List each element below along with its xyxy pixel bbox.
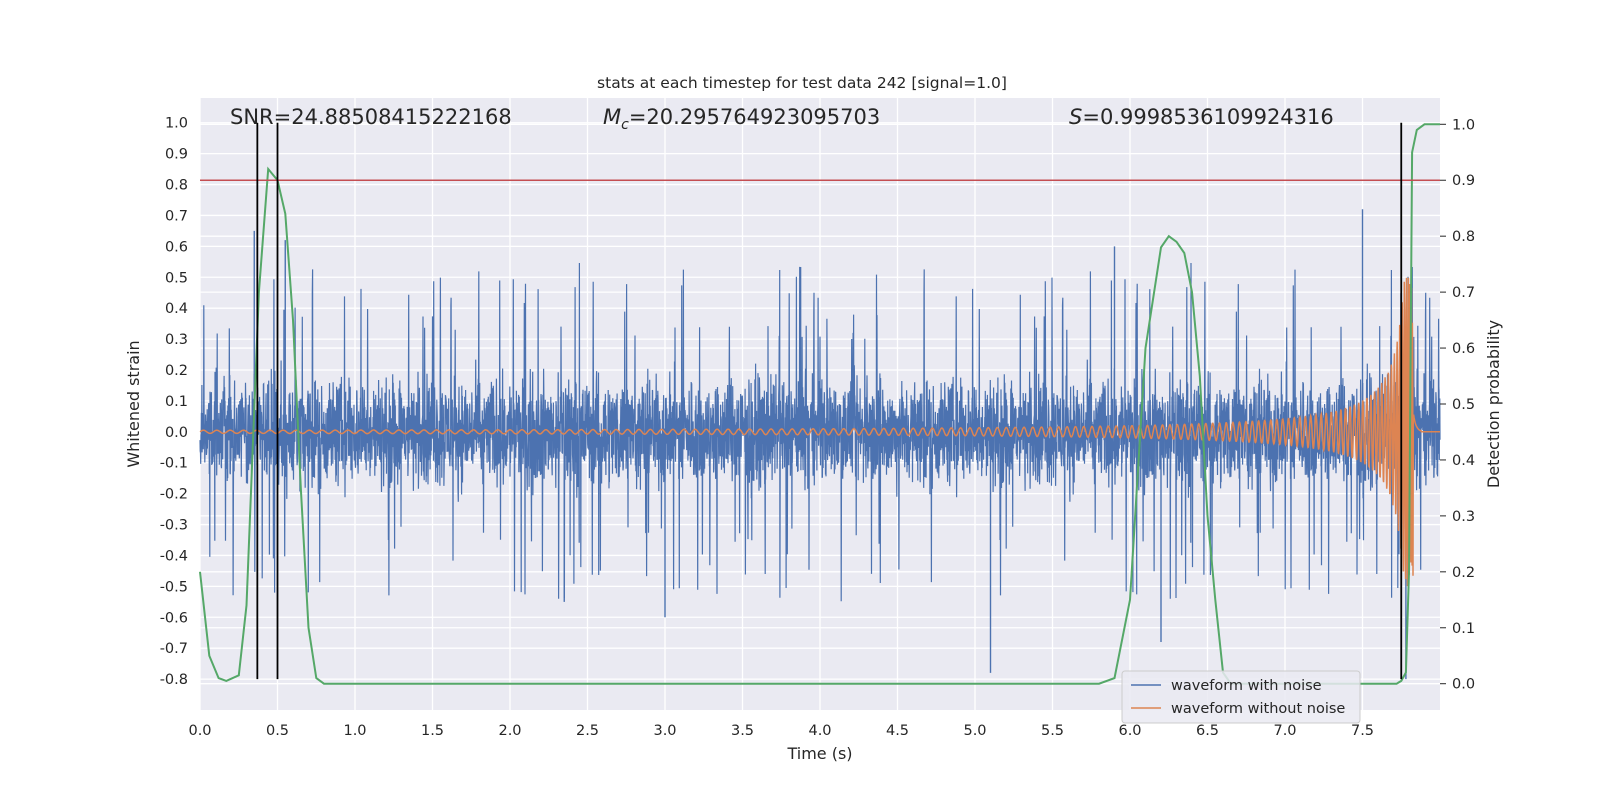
y-tick-label: 0.8 bbox=[165, 178, 188, 194]
legend-label-noise: waveform with noise bbox=[1171, 678, 1322, 694]
mc-value: =20.295764923095703 bbox=[629, 105, 880, 129]
x-tick-label: 2.5 bbox=[576, 723, 599, 739]
y-tick-label: -0.2 bbox=[160, 487, 188, 503]
x-tick-label: 6.0 bbox=[1118, 723, 1141, 739]
x-tick-label: 0.5 bbox=[266, 723, 289, 739]
legend-box bbox=[1121, 670, 1361, 724]
x-tick-label: 2.0 bbox=[498, 723, 521, 739]
legend-label-clean: waveform without noise bbox=[1171, 701, 1345, 717]
y2-tick-label: 0.3 bbox=[1452, 509, 1475, 525]
series-waveform-without-noise bbox=[199, 277, 1440, 587]
y-tick-label: -0.7 bbox=[160, 641, 188, 657]
y2-tick-label: 0.8 bbox=[1452, 229, 1475, 245]
chart-title: stats at each timestep for test data 242… bbox=[597, 74, 1007, 92]
y-tick-label: -0.8 bbox=[160, 672, 188, 688]
y2-axis-ticks: 1.0 0.9 0.8 0.7 0.6 0.5 0.4 0.3 0.2 0.1 0.0 bbox=[1440, 117, 1475, 693]
y2-tick-label: 0.1 bbox=[1452, 621, 1475, 637]
x-tick-label: 1.0 bbox=[343, 723, 366, 739]
x-tick-label: 7.0 bbox=[1273, 723, 1296, 739]
x-tick-label: 4.0 bbox=[808, 723, 831, 739]
y-tick-label: 1.0 bbox=[165, 116, 188, 132]
y-tick-label: 0.0 bbox=[165, 425, 188, 441]
s-value: =0.9998536109924316 bbox=[1082, 105, 1333, 129]
clean-line bbox=[199, 277, 1440, 587]
event-lines bbox=[256, 122, 1403, 680]
series-detection-probability bbox=[199, 123, 1440, 685]
mc-annotation: Mc=20.295764923095703 bbox=[603, 105, 880, 133]
mc-symbol: M bbox=[603, 105, 621, 129]
y2-tick-label: 0.9 bbox=[1452, 173, 1475, 189]
mc-subscript: c bbox=[621, 117, 629, 133]
y-axis-ticks: 1.0 0.9 0.8 0.7 0.6 0.5 0.4 0.3 0.2 0.1 0.0 -0.1 -0.… bbox=[160, 116, 188, 688]
y-tick-label: -0.6 bbox=[160, 610, 188, 626]
y2-tick-label: 0.7 bbox=[1452, 285, 1475, 301]
x-tick-label: 3.5 bbox=[731, 723, 754, 739]
y-tick-label: 0.9 bbox=[165, 147, 188, 163]
y2-tick-label: 1.0 bbox=[1452, 117, 1475, 133]
s-annotation: S=0.9998536109924316 bbox=[1069, 105, 1334, 129]
y2-tick-label: 0.2 bbox=[1452, 565, 1475, 581]
x-tick-label: 5.0 bbox=[963, 723, 986, 739]
x-tick-label: 0.0 bbox=[188, 723, 211, 739]
y-tick-label: -0.5 bbox=[160, 579, 188, 595]
x-tick-label: 1.5 bbox=[421, 723, 444, 739]
y-tick-label: 0.4 bbox=[165, 301, 188, 317]
snr-annotation: SNR=24.88508415222168 bbox=[230, 105, 512, 129]
y2-tick-label: 0.5 bbox=[1452, 397, 1475, 413]
x-axis-label: Time (s) bbox=[786, 744, 852, 763]
y-tick-label: 0.2 bbox=[165, 363, 188, 379]
y2-tick-label: 0.6 bbox=[1452, 341, 1475, 357]
y-tick-label: 0.3 bbox=[165, 332, 188, 348]
y2-axis-label: Detection probability bbox=[1484, 320, 1503, 488]
y-tick-label: 0.5 bbox=[165, 270, 188, 286]
x-tick-label: 7.5 bbox=[1351, 723, 1374, 739]
x-tick-label: 5.5 bbox=[1041, 723, 1064, 739]
x-axis-ticks: 0.0 0.5 1.0 1.5 2.0 2.5 3.0 3.5 4.0 4.5 5.0 5.5 6.0 6… bbox=[188, 723, 1374, 739]
x-tick-label: 3.0 bbox=[653, 723, 676, 739]
y-tick-label: -0.3 bbox=[160, 518, 188, 534]
y-tick-label: -0.4 bbox=[160, 548, 188, 564]
probability-line bbox=[199, 123, 1440, 685]
y-axis-label: Whitened strain bbox=[124, 340, 143, 467]
x-tick-label: 4.5 bbox=[886, 723, 909, 739]
y2-tick-label: 0.4 bbox=[1452, 453, 1475, 469]
y-tick-label: 0.7 bbox=[165, 208, 188, 224]
y-tick-label: -0.1 bbox=[160, 456, 188, 472]
s-symbol: S bbox=[1069, 105, 1082, 129]
y2-tick-label: 0.0 bbox=[1452, 677, 1475, 693]
y-tick-label: 0.1 bbox=[165, 394, 188, 410]
x-tick-label: 6.5 bbox=[1196, 723, 1219, 739]
legend: waveform with noise waveform without noi… bbox=[1121, 670, 1361, 724]
y-tick-label: 0.6 bbox=[165, 239, 188, 255]
